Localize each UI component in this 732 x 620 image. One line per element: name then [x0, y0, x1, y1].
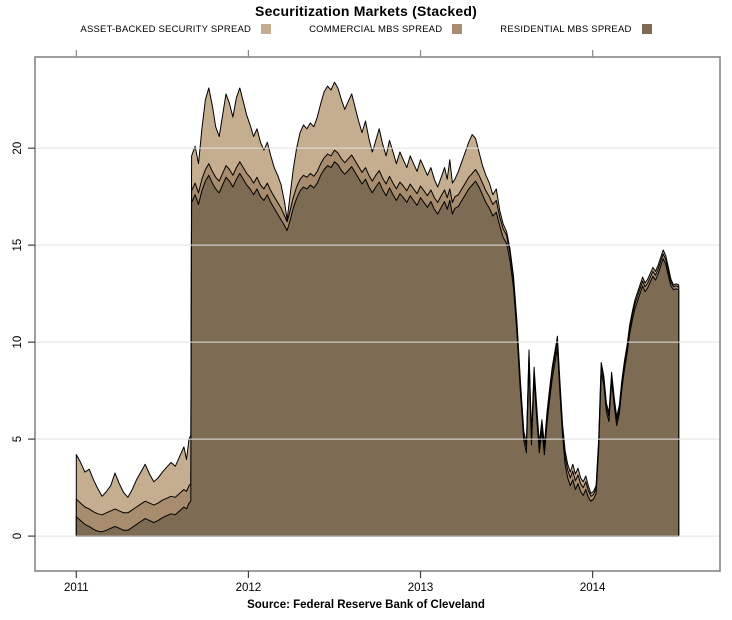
x-tick-label-2014: 2014: [580, 582, 606, 594]
chart-title: Securitization Markets (Stacked): [255, 3, 477, 19]
legend-item-asset-backed: ASSET-BACKED SECURITY SPREAD: [80, 23, 272, 35]
legend-label-commercial-mbs: COMMERCIAL MBS SPREAD: [309, 23, 443, 35]
y-tick-label-15: 15: [12, 239, 24, 252]
legend-item-residential-mbs: RESIDENTIAL MBS SPREAD: [500, 23, 652, 35]
y-tick-label-20: 20: [12, 142, 24, 155]
legend-item-commercial-mbs: COMMERCIAL MBS SPREAD: [309, 23, 463, 35]
x-tick-label-2011: 2011: [64, 582, 89, 594]
x-tick-label-2012: 2012: [236, 582, 262, 594]
legend-label-asset-backed: ASSET-BACKED SECURITY SPREAD: [80, 23, 252, 35]
legend-swatch-commercial-mbs-icon: [452, 24, 463, 34]
plot-frame: [34, 56, 721, 572]
y-tick-label-5: 5: [12, 436, 24, 442]
source-text: Source: Federal Reserve Bank of Clevelan…: [247, 599, 485, 611]
chart-legend: ASSET-BACKED SECURITY SPREAD COMMERCIAL …: [0, 21, 732, 37]
area-rmbs: [75, 161, 680, 537]
y-tick-label-0: 0: [12, 533, 24, 539]
legend-swatch-residential-mbs-icon: [641, 24, 652, 34]
y-tick-label-10: 10: [12, 336, 24, 349]
legend-swatch-asset-backed-icon: [261, 24, 272, 34]
x-tick-label-2013: 2013: [408, 582, 434, 594]
legend-label-residential-mbs: RESIDENTIAL MBS SPREAD: [500, 23, 632, 35]
